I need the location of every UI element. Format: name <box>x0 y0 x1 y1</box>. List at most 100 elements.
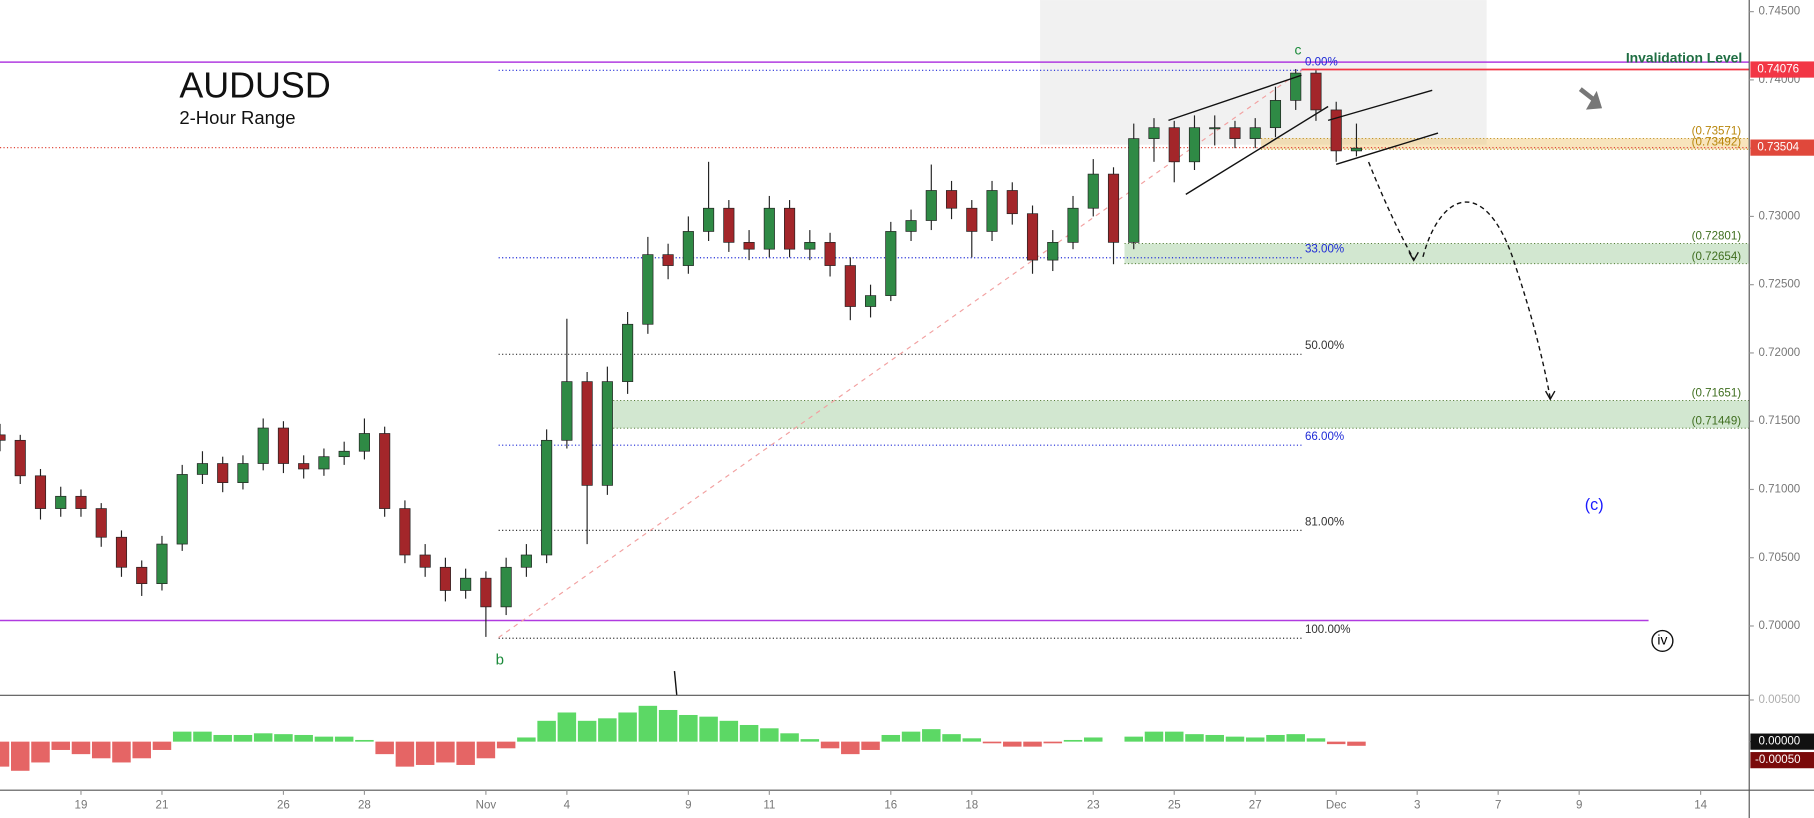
zone-label: (0.71449) <box>1692 415 1742 427</box>
labels: AUDUSD 2-Hour Range (0.73571)(0.73492) (0… <box>179 42 1742 669</box>
histogram-bar <box>496 741 516 749</box>
candle-body <box>1047 242 1059 261</box>
candle-body <box>399 508 411 556</box>
x-tick-label: 9 <box>685 799 691 811</box>
osc-last-tag <box>1750 752 1814 769</box>
zone-label: (0.73492) <box>1692 136 1742 148</box>
histogram-bar <box>71 741 91 755</box>
histogram-bar <box>1043 741 1063 744</box>
histogram-bar <box>476 741 496 759</box>
fib-label: 100.00% <box>1305 624 1351 636</box>
candle-body <box>743 242 755 250</box>
histogram-bar <box>820 741 840 749</box>
candle-body <box>1148 127 1160 139</box>
x-tick-label: 4 <box>564 799 571 811</box>
fib-label: 50.00% <box>1305 340 1344 352</box>
histogram-bar <box>1266 734 1285 742</box>
candle-body <box>34 475 47 509</box>
x-tick-label: 18 <box>965 799 978 811</box>
projection-arrowhead <box>1544 390 1556 401</box>
projection-arrowhead <box>1408 251 1419 262</box>
histogram-bar <box>314 736 334 742</box>
candle-body <box>460 577 472 591</box>
histogram-bar <box>31 741 50 763</box>
direction-arrow-head <box>1585 90 1603 110</box>
histogram-bar <box>1286 734 1305 742</box>
candle-body <box>237 463 249 483</box>
x-tick-label: 28 <box>358 799 371 811</box>
histogram-bar <box>253 733 273 742</box>
histogram-bar <box>436 741 455 763</box>
price-tag <box>1750 61 1814 78</box>
x-tick-label: 21 <box>156 799 169 811</box>
candle-body <box>217 463 229 483</box>
candle-body <box>905 220 917 232</box>
histogram-bar <box>233 734 253 742</box>
histogram-bar <box>841 741 860 755</box>
histogram-bar <box>618 712 637 742</box>
candle-body <box>379 433 391 509</box>
histogram-bar <box>0 741 10 767</box>
histogram-bar <box>1245 737 1265 742</box>
candle-body <box>520 554 532 568</box>
candle-body <box>1350 147 1363 152</box>
candle-body <box>1168 127 1180 163</box>
candle-body <box>885 231 897 296</box>
fib-label: 0.00% <box>1305 56 1338 68</box>
y-tick-label: 0.72000 <box>1758 347 1800 359</box>
histogram-bar <box>537 720 556 742</box>
candle-body <box>480 577 492 608</box>
candle-body <box>1290 72 1302 101</box>
histogram-bar <box>1185 734 1204 742</box>
candle-body <box>136 566 148 585</box>
histogram-bar <box>962 738 982 742</box>
wedge-line <box>1327 89 1433 122</box>
candle-body <box>581 381 593 486</box>
x-tick-label: 14 <box>1694 799 1707 811</box>
y-tick-label: 0.71500 <box>1758 415 1800 427</box>
annotation: (c) <box>1585 496 1604 514</box>
histogram-bar <box>132 741 151 759</box>
annotation: iv <box>1657 632 1667 648</box>
osc-tick-label: 0.00500 <box>1758 694 1800 706</box>
histogram-bar <box>1205 734 1224 742</box>
candle-body <box>703 207 715 232</box>
candle-body <box>1330 109 1342 152</box>
candle-body <box>196 463 209 475</box>
annotation: Invalidation Level <box>1626 50 1742 66</box>
histogram-bar <box>334 736 354 742</box>
candle-body <box>1006 190 1018 215</box>
x-tick-label: Dec <box>1326 799 1347 811</box>
zone-label: (0.72801) <box>1692 231 1742 243</box>
candle-body <box>277 427 289 464</box>
x-tick-label: 27 <box>1249 799 1262 811</box>
wedge-line <box>1168 74 1302 122</box>
marker-line <box>673 670 678 696</box>
candle-body <box>298 463 310 470</box>
candle-body <box>55 495 67 509</box>
histogram-bar <box>658 709 678 742</box>
histogram-bar <box>1306 738 1326 742</box>
x-tick-label: 19 <box>75 799 88 811</box>
candle-body <box>318 456 330 470</box>
candle-body <box>1269 100 1282 129</box>
histogram-bar <box>679 714 698 742</box>
candle-body <box>1310 72 1322 111</box>
candle-body <box>75 495 87 509</box>
x-tick-label: 11 <box>763 799 775 811</box>
candle-body <box>1087 173 1099 209</box>
histogram-bar <box>274 734 293 742</box>
histogram-bar <box>355 739 374 742</box>
candle-body <box>1249 127 1261 139</box>
candle-body <box>1188 127 1201 163</box>
y-tick-label: 0.71000 <box>1758 484 1800 496</box>
histogram-bar <box>739 724 759 742</box>
candle-body <box>986 190 998 232</box>
candles <box>0 68 1363 637</box>
zone-label: (0.73571) <box>1692 126 1742 138</box>
histogram-bar <box>415 741 435 765</box>
candle-body <box>115 536 128 568</box>
histogram-bar <box>922 729 941 742</box>
